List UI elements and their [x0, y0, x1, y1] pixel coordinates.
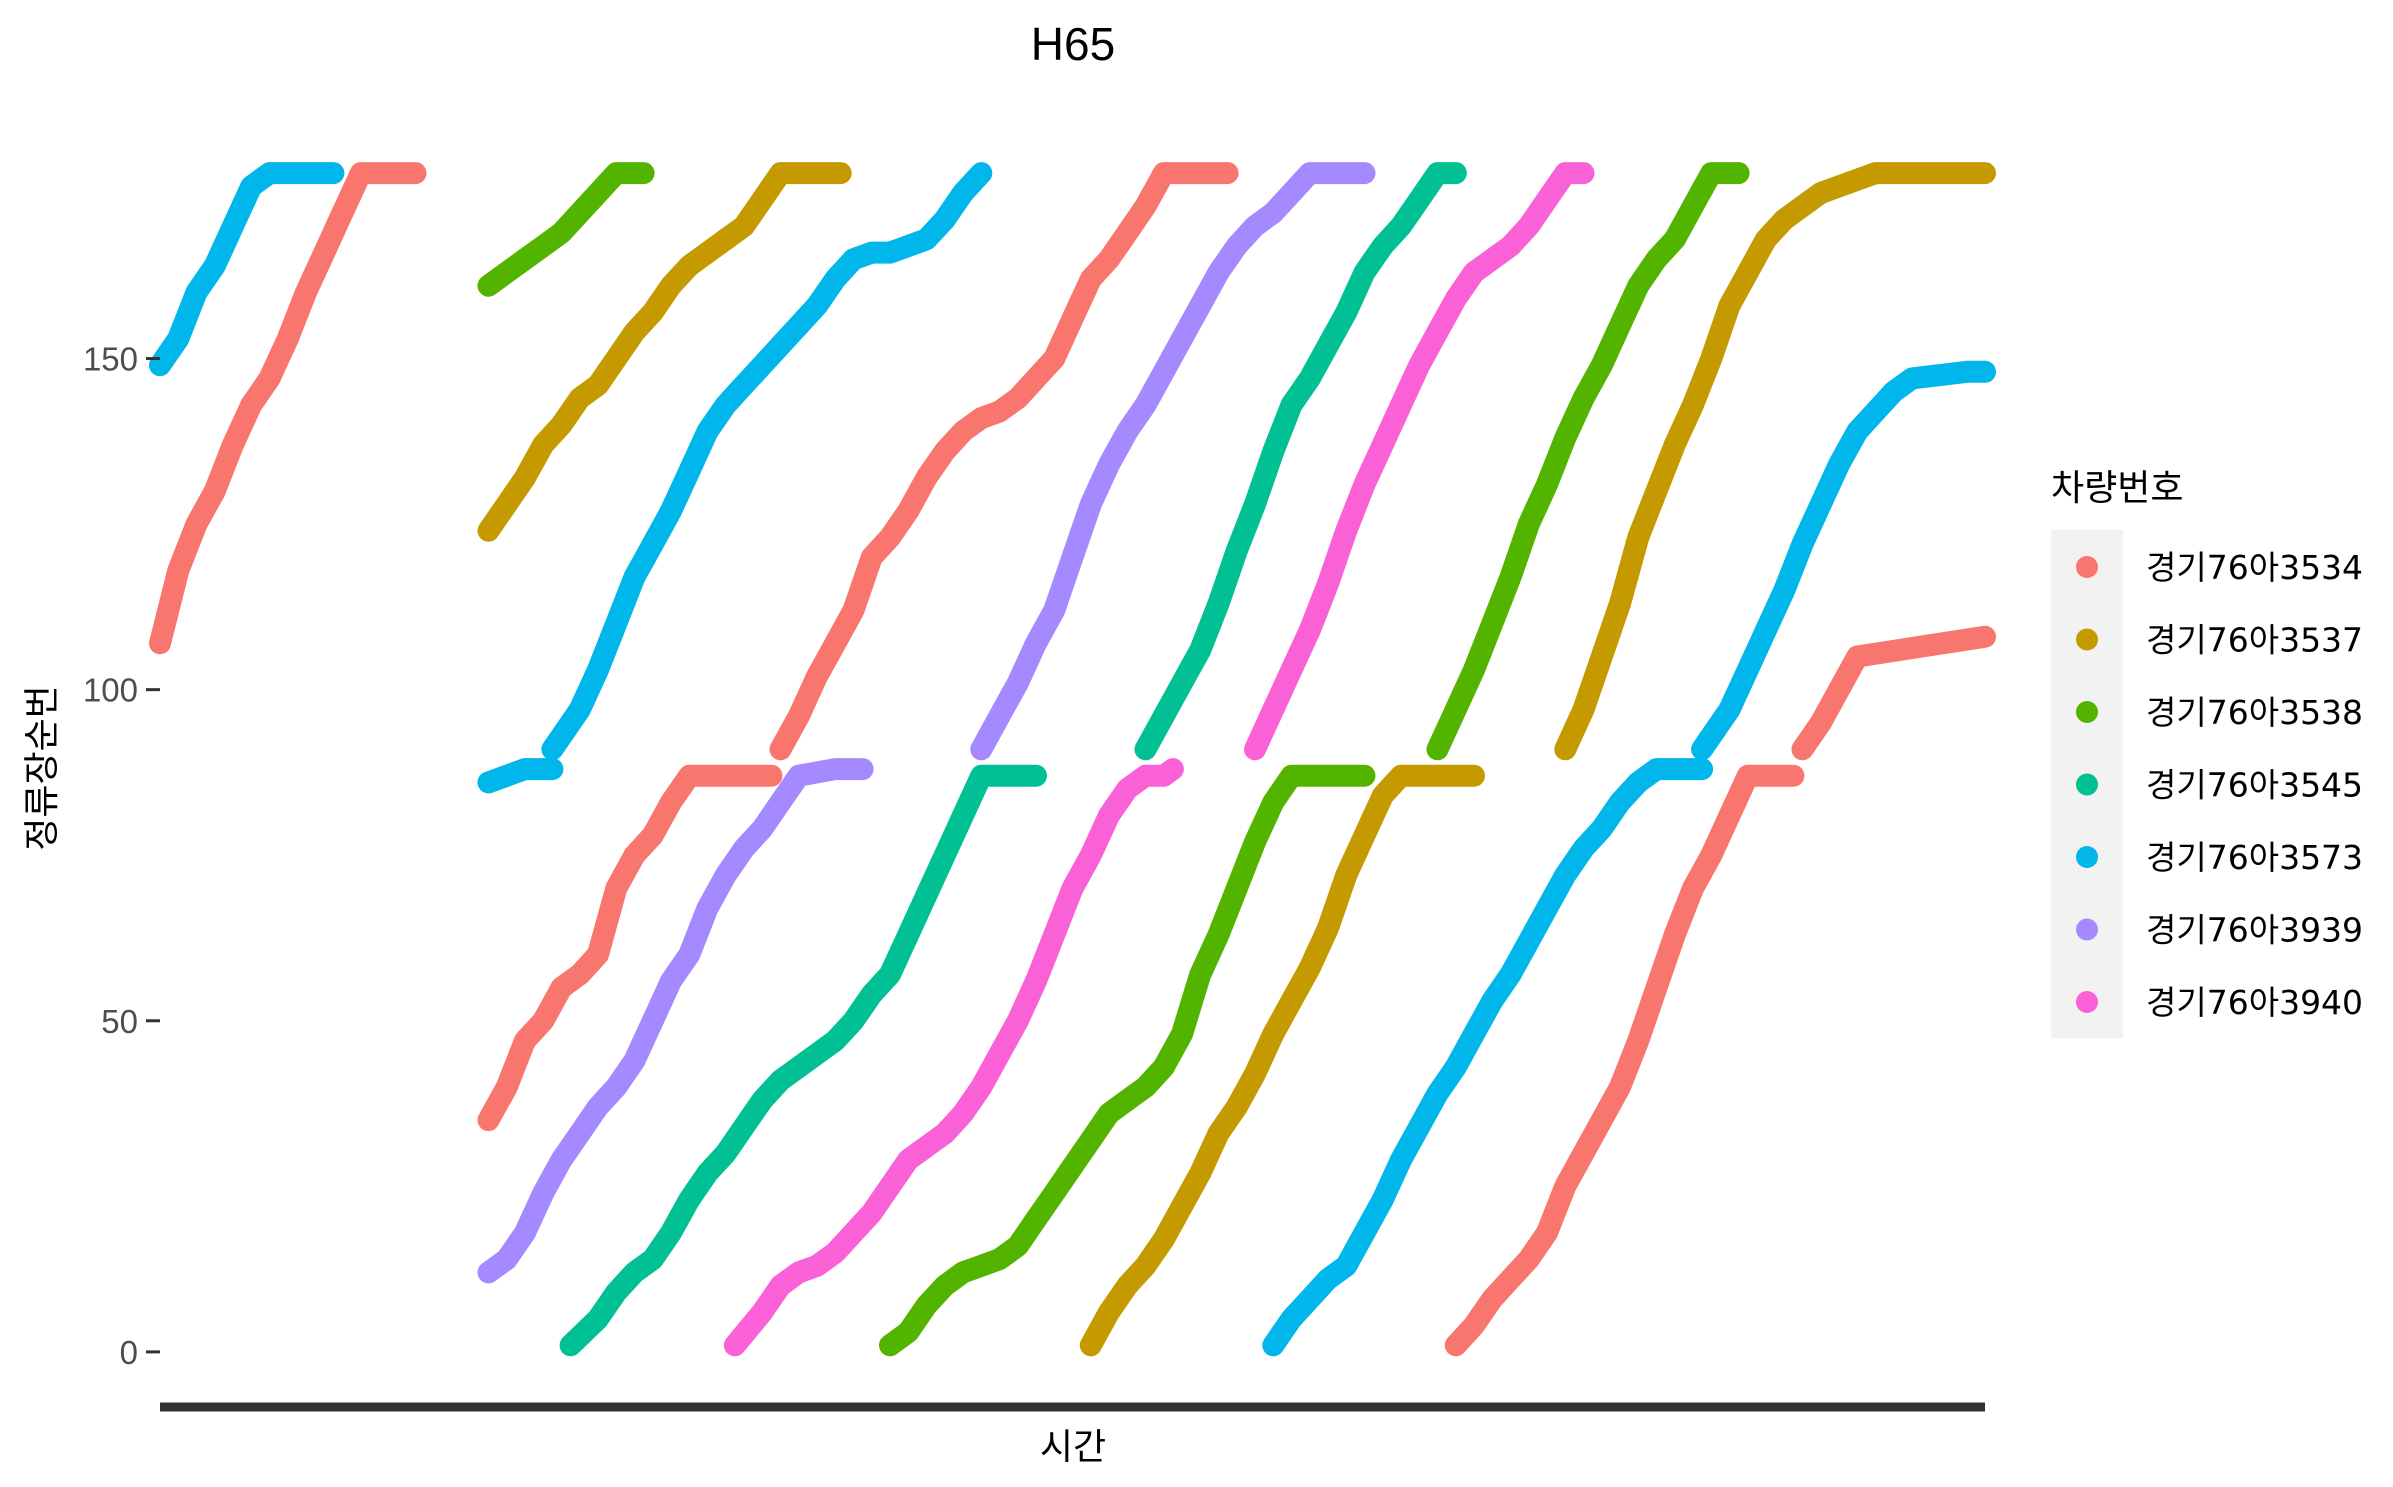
x-axis-title: 시간 [1040, 1427, 1106, 1468]
y-tick-label-1: 50 [101, 1003, 138, 1040]
legend-key-5 [2076, 918, 2098, 941]
legend-key-0 [2076, 556, 2098, 578]
series-0-segment-4 [1791, 625, 1996, 761]
y-tick-label-3: 150 [83, 341, 138, 378]
legend-key-4 [2076, 846, 2098, 868]
series-4-segment-2 [541, 162, 993, 761]
series-4-segment-4 [1691, 360, 1996, 761]
data-layer [149, 162, 1996, 1357]
series-6-segment-1 [1244, 162, 1595, 761]
legend: 차량번호 경기76아3534 경기76아3537 경기76아3538 경기76아354… [2051, 468, 2363, 1038]
series-1 [477, 162, 1996, 1357]
series-3 [559, 162, 1467, 1357]
legend-key-1 [2076, 628, 2098, 651]
legend-label-6: 경기76아3940 [2146, 983, 2363, 1022]
series-4-segment-0 [149, 162, 345, 377]
series-3-segment-1 [1134, 162, 1467, 761]
series-5-segment-0 [477, 758, 874, 1284]
series-2 [477, 162, 1750, 1357]
series-4-segment-1 [477, 758, 564, 794]
legend-label-0: 경기76아3534 [2146, 548, 2363, 587]
series-2-segment-2 [1426, 162, 1750, 761]
legend-key-2 [2076, 701, 2098, 723]
series-5-segment-1 [970, 162, 1376, 761]
y-axis-title: 정류장순번 [22, 685, 63, 851]
series-0-segment-2 [769, 162, 1239, 761]
y-axis: 0 50 100 150 [83, 341, 160, 1371]
series-1-segment-0 [477, 162, 852, 542]
series-0 [149, 162, 1996, 1357]
series-2-segment-1 [879, 764, 1376, 1357]
series-6-segment-0 [723, 758, 1184, 1357]
legend-title: 차량번호 [2051, 468, 2183, 509]
series-0-segment-3 [1444, 764, 1805, 1357]
series-5 [477, 162, 1376, 1284]
series-3-segment-0 [559, 764, 1047, 1357]
legend-label-3: 경기76아3545 [2146, 766, 2363, 805]
series-4 [149, 162, 1996, 1357]
series-6 [723, 162, 1595, 1357]
y-tick-label-0: 0 [120, 1334, 138, 1371]
legend-label-2: 경기76아3538 [2146, 693, 2363, 732]
series-4-segment-3 [1262, 758, 1714, 1357]
legend-label-1: 경기76아3537 [2146, 621, 2363, 660]
legend-key-6 [2076, 991, 2098, 1013]
y-tick-label-2: 100 [83, 672, 138, 709]
series-1-segment-1 [1079, 764, 1485, 1357]
series-0-segment-0 [149, 162, 427, 655]
legend-key-3 [2076, 773, 2098, 796]
series-2-segment-0 [477, 162, 655, 297]
series-0-segment-1 [477, 764, 783, 1132]
chart-title: H65 [1031, 18, 1115, 70]
legend-label-5: 경기76아3939 [2146, 911, 2363, 950]
series-1-segment-2 [1554, 162, 1996, 761]
legend-label-4: 경기76아3573 [2146, 838, 2363, 877]
